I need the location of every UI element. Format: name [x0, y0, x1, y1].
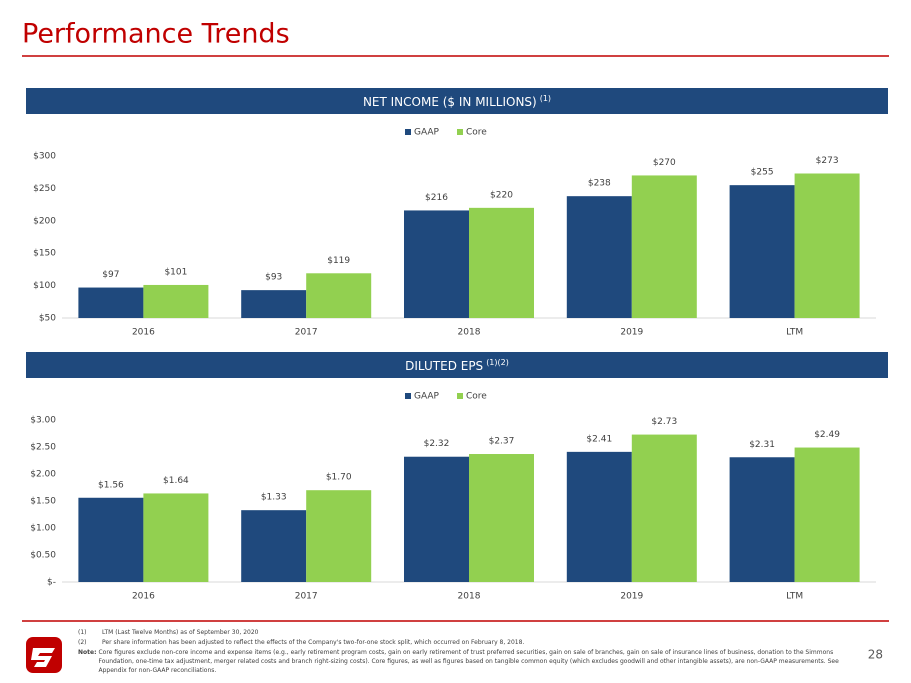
value-label: $270 — [653, 158, 676, 168]
value-label: $1.70 — [326, 473, 352, 483]
y-tick-label: $100 — [33, 281, 56, 291]
value-label: $273 — [816, 156, 839, 166]
footnote: (1) LTM (Last Twelve Months) as of Septem… — [78, 628, 848, 637]
value-label: $2.32 — [424, 439, 450, 449]
value-label: $238 — [588, 179, 611, 189]
value-label: $220 — [490, 190, 513, 200]
footnote-marker: (2) — [78, 639, 87, 646]
legend-swatch — [405, 129, 411, 135]
chart-title-superscript: (1) — [540, 94, 551, 103]
legend-label: GAAP — [414, 392, 440, 402]
slide-title: Performance Trends — [22, 19, 290, 50]
value-label: $2.37 — [489, 437, 515, 447]
footnote-marker: (1) — [78, 629, 87, 636]
legend-swatch — [457, 129, 463, 135]
bar — [241, 510, 307, 582]
x-tick-label: LTM — [786, 328, 803, 338]
bar — [241, 290, 307, 318]
footnote-marker: Note: — [78, 649, 97, 656]
x-tick-label: 2018 — [458, 328, 481, 338]
bar — [794, 173, 860, 318]
bar — [143, 493, 209, 582]
value-label: $216 — [425, 193, 448, 203]
y-tick-label: $- — [47, 578, 56, 588]
x-tick-label: 2019 — [620, 328, 643, 338]
value-label: $1.33 — [261, 493, 287, 503]
bar — [729, 457, 795, 582]
value-label: $2.31 — [749, 440, 775, 450]
y-tick-label: $300 — [33, 152, 56, 162]
bar — [469, 454, 534, 582]
value-label: $119 — [327, 256, 350, 266]
footnote: (2) Per share information has been adjust… — [78, 638, 848, 647]
bar — [404, 210, 469, 318]
y-tick-label: $1.50 — [30, 497, 56, 507]
x-tick-label: 2017 — [295, 592, 318, 602]
bar — [143, 284, 209, 318]
legend-swatch — [405, 393, 411, 399]
value-label: $2.49 — [814, 430, 840, 440]
legend-label: Core — [466, 392, 487, 402]
value-label: $255 — [751, 168, 774, 178]
footnote-text: Core figures exclude non-core income and… — [98, 649, 839, 674]
x-tick-label: 2016 — [132, 328, 155, 338]
x-tick-label: 2019 — [620, 592, 643, 602]
y-tick-label: $1.00 — [30, 524, 56, 534]
y-tick-label: $250 — [33, 184, 56, 194]
y-tick-label: $2.50 — [30, 443, 56, 453]
y-tick-label: $200 — [33, 216, 56, 226]
bar — [566, 451, 632, 582]
legend-label: GAAP — [414, 128, 440, 138]
y-tick-label: $2.00 — [30, 470, 56, 480]
value-label: $2.73 — [651, 417, 677, 427]
chart-title-text: NET INCOME ($ IN MILLIONS) — [363, 95, 537, 109]
value-label: $1.64 — [163, 476, 189, 486]
chart-title-superscript: (1)(2) — [486, 358, 509, 367]
chart-title: NET INCOME ($ IN MILLIONS) (1) — [363, 94, 551, 109]
y-tick-label: $0.50 — [30, 551, 56, 561]
x-tick-label: 2016 — [132, 592, 155, 602]
value-label: $1.56 — [98, 480, 124, 490]
x-tick-label: LTM — [786, 592, 803, 602]
bar — [78, 287, 144, 318]
bar — [631, 434, 697, 582]
bar — [729, 185, 795, 318]
bar — [566, 196, 632, 318]
x-tick-label: 2017 — [295, 328, 318, 338]
chart-header — [26, 352, 888, 378]
bar — [404, 456, 469, 582]
y-tick-label: $50 — [39, 314, 56, 324]
chart-title: DILUTED EPS (1)(2) — [405, 358, 509, 373]
bar — [78, 497, 144, 582]
x-tick-label: 2018 — [458, 592, 481, 602]
chart-header — [26, 88, 888, 114]
bar — [794, 447, 860, 582]
value-label: $97 — [102, 270, 119, 280]
chart-title-text: DILUTED EPS — [405, 359, 483, 373]
page-number: 28 — [868, 648, 883, 662]
logo — [26, 637, 62, 673]
bar — [306, 490, 372, 582]
bar — [631, 175, 697, 318]
value-label: $101 — [164, 267, 187, 277]
footnote-text: Per share information has been adjusted … — [102, 639, 525, 646]
y-tick-label: $3.00 — [30, 416, 56, 426]
bar — [306, 273, 372, 318]
bar — [469, 207, 534, 318]
legend-label: Core — [466, 128, 487, 138]
y-tick-label: $150 — [33, 249, 56, 259]
footnote-text: LTM (Last Twelve Months) as of September… — [102, 629, 259, 636]
value-label: $93 — [265, 273, 282, 283]
value-label: $2.41 — [586, 434, 612, 444]
legend-swatch — [457, 393, 463, 399]
footnote: Note: Core figures exclude non-core incom… — [78, 648, 848, 675]
